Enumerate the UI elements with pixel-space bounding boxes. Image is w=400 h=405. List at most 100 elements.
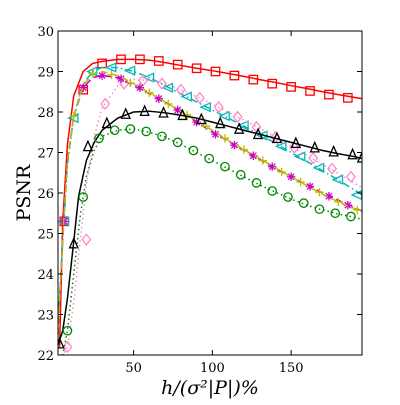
data-point-marker (192, 117, 201, 127)
data-point-marker (138, 74, 149, 87)
x-tick-label: 100 (200, 361, 225, 376)
data-point-marker (211, 130, 220, 139)
data-point-marker (305, 86, 315, 96)
data-point-marker (293, 151, 306, 162)
data-point-marker (249, 151, 258, 160)
data-point-marker (350, 189, 362, 201)
data-point-marker (81, 233, 92, 246)
data-point-marker (248, 74, 259, 85)
y-tick-label: 26 (37, 187, 54, 202)
data-point-marker (196, 112, 207, 125)
data-point-marker (324, 192, 334, 201)
data-point-marker (142, 72, 155, 83)
data-point-marker (230, 141, 239, 150)
data-point-marker (173, 105, 182, 115)
y-tick-label: 25 (37, 228, 54, 243)
data-point-marker (334, 197, 343, 207)
data-point-marker (267, 186, 278, 196)
series-line (61, 78, 362, 355)
data-point-marker (141, 126, 152, 137)
data-point-marker (286, 82, 296, 92)
data-point-marker (345, 170, 357, 184)
data-point-marker (172, 59, 183, 70)
series-5 (58, 104, 362, 349)
y-axis-title: PSNR (13, 164, 35, 221)
y-tick-label: 28 (37, 106, 54, 121)
data-point-marker (164, 99, 173, 109)
data-point-marker (268, 162, 277, 171)
data-point-marker (314, 204, 325, 215)
data-point-marker (68, 236, 79, 249)
data-point-marker (229, 70, 240, 81)
data-point-marker (215, 116, 226, 129)
data-point-marker (296, 177, 305, 187)
data-point-marker (251, 178, 262, 188)
data-point-marker (97, 71, 107, 80)
data-point-marker (308, 151, 319, 165)
data-point-marker (330, 208, 341, 219)
data-point-marker (157, 131, 167, 142)
y-tick-label: 27 (37, 147, 54, 162)
tick-layer: 50 100 150 22 23 24 25 26 27 28 29 30 (37, 25, 362, 376)
data-point-marker (312, 162, 325, 174)
y-tick-label: 30 (37, 25, 54, 40)
data-point-marker (356, 150, 362, 163)
data-point-marker (175, 83, 186, 96)
series-6 (61, 124, 362, 355)
data-point-marker (271, 131, 283, 144)
data-point-marker (327, 162, 338, 175)
data-point-marker (305, 182, 315, 191)
data-point-marker (239, 145, 249, 154)
data-point-marker (58, 336, 65, 349)
data-point-marker (331, 174, 344, 185)
data-point-marker (82, 139, 94, 152)
data-point-marker (135, 83, 145, 92)
series-line (58, 58, 362, 347)
data-point-marker (180, 91, 193, 102)
data-point-marker (277, 167, 286, 177)
data-point-marker (107, 70, 116, 79)
data-point-marker (235, 169, 246, 180)
data-point-marker (289, 141, 300, 154)
data-point-marker (153, 56, 164, 66)
series-0 (58, 54, 362, 347)
data-point-marker (123, 65, 136, 76)
data-point-marker (286, 172, 296, 181)
data-point-marker (315, 187, 324, 197)
data-point-marker (88, 69, 97, 78)
data-point-marker (156, 77, 167, 90)
data-point-marker (290, 136, 302, 149)
data-point-marker (283, 192, 293, 202)
data-point-marker (267, 78, 278, 89)
plot-frame (57, 30, 363, 356)
data-point-marker (274, 141, 287, 152)
data-point-marker (347, 147, 358, 160)
data-point-marker (177, 108, 188, 121)
series-layer (58, 54, 362, 355)
data-point-marker (342, 92, 353, 103)
data-point-marker (161, 82, 174, 93)
data-point-marker (199, 101, 211, 113)
data-point-marker (78, 192, 89, 202)
data-point-marker (210, 66, 221, 77)
data-point-marker (220, 161, 230, 172)
data-point-marker (188, 145, 199, 156)
data-point-marker (309, 140, 320, 153)
data-point-marker (126, 78, 135, 88)
data-point-marker (232, 110, 243, 124)
data-point-marker (204, 153, 215, 164)
data-point-marker (258, 156, 267, 165)
data-point-marker (194, 91, 205, 105)
x-tick-label: 50 (125, 361, 142, 376)
data-point-marker (213, 100, 224, 114)
y-tick-label: 22 (37, 349, 54, 364)
data-point-marker (79, 83, 88, 92)
x-tick-label: 150 (279, 361, 304, 376)
data-point-marker (125, 124, 136, 134)
y-tick-label: 23 (37, 309, 54, 324)
data-point-marker (100, 97, 111, 111)
data-point-marker (220, 134, 230, 143)
data-point-marker (101, 116, 113, 129)
data-point-marker (94, 133, 104, 144)
